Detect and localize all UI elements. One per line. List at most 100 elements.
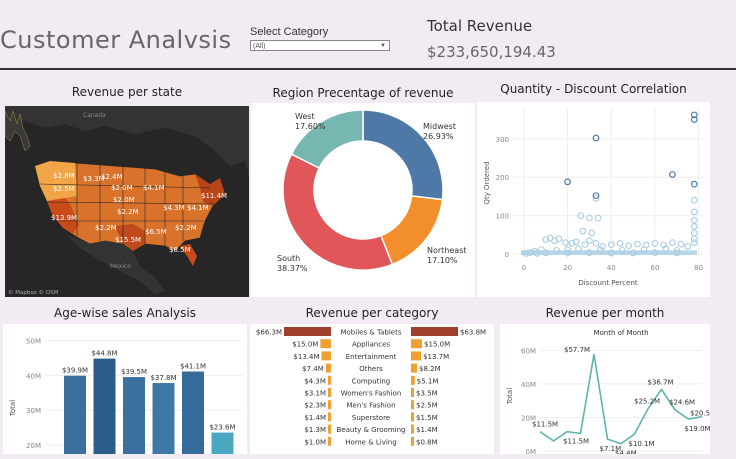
age-bar[interactable] [123, 377, 145, 459]
category-bar-right[interactable] [411, 363, 418, 373]
scatter-point[interactable] [594, 214, 602, 222]
state-label: $2.2M [95, 224, 117, 232]
y-tick-label: 20M [26, 442, 41, 450]
scatter-point[interactable] [616, 240, 624, 247]
category-bar-right[interactable] [411, 412, 414, 422]
category-bar-right[interactable] [411, 424, 414, 434]
y-tick-label: 20M [521, 414, 536, 422]
age-bar-value-label: $39.5M [121, 368, 147, 376]
age-bar[interactable] [182, 371, 204, 459]
scatter-point[interactable] [555, 235, 563, 243]
age-bar-value-label: $39.9M [62, 367, 88, 375]
age-bar[interactable] [211, 432, 234, 459]
scatter-point[interactable] [690, 116, 698, 123]
scatter-point[interactable] [572, 238, 580, 246]
category-bar-left[interactable] [328, 424, 331, 434]
category-bar-right[interactable] [411, 351, 422, 361]
state-label: $2.2M [175, 224, 197, 232]
scatter-point[interactable] [562, 239, 569, 246]
scatter-point[interactable] [592, 192, 600, 200]
scatter-point[interactable] [690, 111, 698, 119]
category-name-label: Home & Living [345, 438, 396, 446]
category-select[interactable]: (All) ▼ [250, 40, 390, 51]
category-bar-left[interactable] [328, 400, 331, 410]
scatter-point[interactable] [568, 240, 576, 247]
category-name-label: Mobiles & Tablets [340, 329, 401, 337]
scatter-point[interactable] [592, 240, 600, 247]
scatter-point[interactable] [669, 171, 676, 178]
slice-name-label: Northeast [427, 246, 467, 255]
scatter-point[interactable] [690, 223, 698, 230]
category-bar-left[interactable] [320, 339, 331, 349]
scatter-point[interactable] [579, 227, 587, 235]
state-label: $2.0M [113, 196, 135, 204]
state-map[interactable]: Canada Mexico $2.8M $3.3M $2.4M $2.5M $2… [4, 106, 249, 297]
category-left-value: $3.1M [304, 390, 326, 398]
age-bar[interactable] [64, 375, 86, 459]
florida [180, 244, 197, 266]
scatter-point[interactable] [651, 240, 659, 247]
month-point-label: $10.1M [629, 440, 655, 448]
scatter-point[interactable] [625, 242, 633, 250]
chevron-down-icon[interactable]: ▼ [380, 43, 386, 49]
month-chart-title: Revenue per month [545, 306, 665, 320]
donut-slice-south[interactable] [282, 153, 394, 271]
category-left-value: $2.3M [304, 402, 326, 410]
scatter-point[interactable] [607, 241, 615, 248]
y-tick-label: 300 [496, 136, 509, 144]
age-bar[interactable] [152, 383, 175, 459]
month-point-label: $36.7M [648, 378, 674, 386]
donut-slice-west[interactable] [290, 109, 364, 170]
month-chart: Month of Month 0M 20M 40M 60M Total $11.5M $11.… [500, 324, 716, 458]
y-tick-label: 60M [521, 347, 536, 355]
age-bar-value-label: $37.8M [150, 374, 176, 382]
scatter-point[interactable] [592, 134, 600, 142]
category-bar-right[interactable] [411, 436, 414, 446]
scatter-point[interactable] [581, 241, 589, 248]
category-bar-right[interactable] [411, 400, 414, 410]
scatter-point[interactable] [677, 240, 685, 248]
scatter-point[interactable] [684, 243, 692, 250]
category-bar-left[interactable] [328, 436, 331, 446]
scatter-point[interactable] [586, 214, 593, 222]
scatter-point[interactable] [592, 195, 600, 202]
state-label: $2.2M [117, 208, 139, 216]
scatter-point[interactable] [564, 178, 571, 186]
category-bar-left[interactable] [328, 388, 331, 397]
scatter-point[interactable] [690, 235, 698, 243]
category-chart-title: Revenue per category [305, 306, 439, 320]
category-bar-left[interactable] [327, 375, 331, 385]
category-bar-right[interactable] [411, 339, 423, 349]
scatter-point[interactable] [634, 240, 641, 248]
scatter-point[interactable] [690, 229, 698, 237]
west-states [35, 161, 77, 216]
state-label: $6.5M [145, 228, 167, 236]
category-bar-left[interactable] [321, 351, 331, 361]
scatter-point[interactable] [588, 229, 595, 237]
slice-name-label: West [295, 112, 315, 121]
scatter-point[interactable] [690, 196, 698, 204]
category-bar-left[interactable] [328, 412, 331, 422]
scatter-point[interactable] [586, 237, 593, 245]
scatter-point[interactable] [690, 239, 698, 246]
category-bar-left[interactable] [325, 363, 331, 373]
age-bar[interactable] [93, 358, 116, 459]
month-point-label: $7.1M [600, 445, 622, 453]
month-series-line[interactable] [539, 354, 703, 445]
month-point-label: $11.5M [563, 438, 589, 446]
state-label: $8.5M [169, 246, 191, 254]
scatter-point[interactable] [690, 208, 698, 216]
category-bar-right[interactable] [411, 375, 415, 385]
scatter-point[interactable] [577, 212, 585, 220]
scatter-point[interactable] [690, 180, 698, 188]
category-name-label: Women's Fashion [341, 390, 402, 398]
category-left-value: $13.4M [293, 353, 319, 361]
scatter-point[interactable] [669, 239, 676, 246]
age-bar-value-label: $23.6M [209, 424, 235, 432]
category-bar-right[interactable] [411, 327, 458, 336]
category-bar-left[interactable] [284, 327, 331, 336]
category-bar-right[interactable] [411, 388, 414, 397]
scatter-point[interactable] [542, 236, 550, 243]
scatter-point[interactable] [690, 216, 698, 224]
y-tick-label: 0 [505, 251, 509, 259]
